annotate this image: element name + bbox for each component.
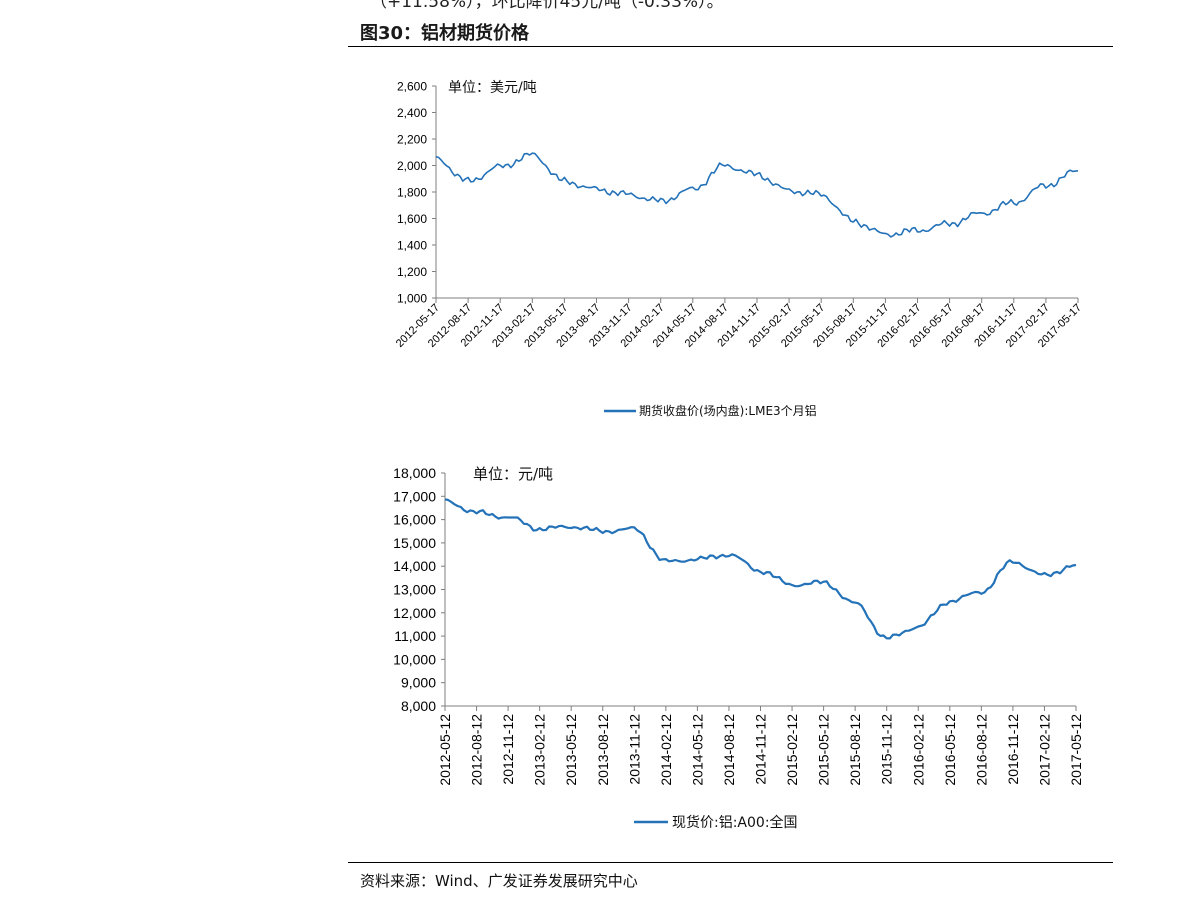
x-tick-label: 2016-05-12: [942, 714, 958, 786]
series-line: [444, 498, 1077, 640]
y-tick-label: 1,800: [397, 185, 427, 199]
y-tick-label: 14,000: [393, 558, 436, 574]
plot-area: [444, 498, 1077, 640]
y-tick-label: 16,000: [393, 512, 436, 528]
chart-lme-aluminum-futures: 单位：美元/吨 1,000 1,200 1,400 1,600 1,800 2,000 2,…: [394, 79, 1084, 418]
y-tick-label: 10,000: [393, 651, 436, 667]
preceding-text-line: （+11.58%），环比降价45元/吨（-0.33%）。: [370, 0, 724, 12]
y-tick-label: 15,000: [393, 535, 436, 551]
y-tick-label: 17,000: [393, 488, 436, 504]
x-axis: 2012-05-12 2012-08-12 2012-11-12 2013-02-12…: [437, 705, 1084, 786]
y-tick-label: 11,000: [394, 628, 436, 644]
y-tick-label: 2,400: [397, 106, 427, 120]
x-tick-label: 2012-11-12: [500, 714, 516, 785]
y-tick-label: 8,000: [401, 698, 436, 714]
y-tick-label: 13,000: [393, 582, 436, 598]
series-line: [435, 152, 1079, 238]
x-tick-label: 2014-11-12: [753, 714, 769, 785]
x-tick-label: 2015-05-12: [816, 714, 832, 786]
x-tick-label: 2016-08-12: [973, 714, 989, 786]
legend-label: 期货收盘价(场内盘):LME3个月铝: [639, 403, 817, 418]
unit-label: 单位：元/吨: [473, 465, 553, 483]
y-tick-label: 1,400: [397, 238, 427, 252]
x-tick-label: 2012-08-12: [469, 714, 485, 786]
y-tick-label: 2,200: [397, 132, 427, 146]
x-tick-label: 2013-02-12: [532, 714, 548, 786]
y-tick-label: 1,600: [397, 212, 427, 226]
x-tick-label: 2014-02-12: [658, 714, 674, 786]
x-tick-label: 2013-08-12: [595, 714, 611, 786]
x-tick-label: 2014-08-12: [721, 714, 737, 786]
y-axis: 8,000 9,000 10,000 11,000 12,000 13,000 14,000…: [393, 465, 446, 714]
y-tick-label: 1,200: [397, 265, 427, 279]
y-axis: 1,000 1,200 1,400 1,600 1,800 2,000 2,200 2,400…: [397, 79, 437, 305]
legend-label: 现货价:铝:A00:全国: [672, 814, 798, 831]
x-tick-label: 2016-11-12: [1005, 714, 1021, 785]
unit-label: 单位：美元/吨: [448, 80, 537, 96]
y-tick-label: 2,000: [397, 159, 427, 173]
y-tick-label: 9,000: [401, 675, 436, 691]
x-tick-label: 2017-05-12: [1068, 714, 1084, 786]
legend: 期货收盘价(场内盘):LME3个月铝: [604, 403, 817, 418]
x-tick-label: 2016-02-12: [910, 714, 926, 786]
x-tick-label: 2015-02-12: [784, 714, 800, 786]
x-tick-label: 2012-05-12: [437, 714, 453, 786]
y-tick-label: 2,600: [397, 79, 427, 93]
chart-a00-aluminum-spot: 单位：元/吨 8,000 9,000 10,000 11,000 12,000 13,00…: [393, 465, 1084, 831]
y-tick-label: 12,000: [393, 605, 436, 621]
bottom-rule: [348, 862, 1113, 863]
y-tick-label: 1,000: [397, 291, 427, 305]
legend: 现货价:铝:A00:全国: [634, 814, 798, 831]
x-tick-label: 2013-05-12: [563, 714, 579, 786]
plot-area: [435, 152, 1079, 238]
source-note: 资料来源：Wind、广发证券发展研究中心: [360, 872, 638, 890]
x-tick-label: 2013-11-12: [626, 714, 642, 785]
y-tick-label: 18,000: [393, 465, 436, 481]
x-tick-label: 2017-02-12: [1036, 714, 1052, 786]
x-tick-label: 2015-11-12: [879, 714, 895, 785]
x-tick-label: 2014-05-12: [689, 714, 705, 786]
x-tick-label: 2015-08-12: [847, 714, 863, 786]
figure-title: 图30：铝材期货价格: [360, 23, 530, 44]
top-rule: [348, 46, 1113, 47]
